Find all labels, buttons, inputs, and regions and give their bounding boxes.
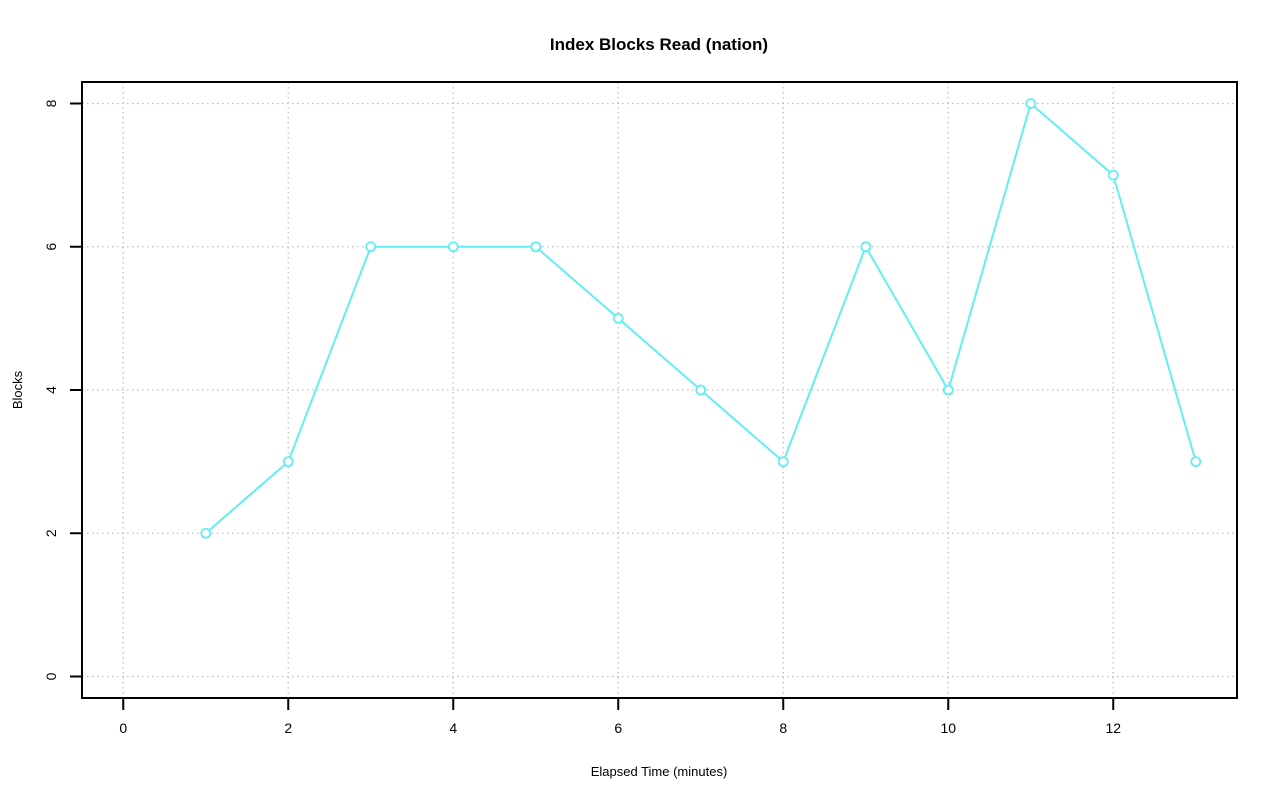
y-tick-label: 6 [43,243,59,251]
data-point [612,312,624,324]
chart-title: Index Blocks Read (nation) [550,35,768,54]
x-tick-label: 10 [940,720,956,736]
data-point [200,527,212,539]
y-tick-label: 4 [43,386,59,394]
data-line [204,102,1197,535]
data-point [530,241,542,253]
y-tick-label: 2 [43,529,59,537]
data-point [777,456,789,468]
x-tick-label: 2 [284,720,292,736]
data-point [1107,169,1119,181]
plot-border [81,81,1238,699]
y-tick-label: 8 [43,99,59,107]
gridline-layer [82,82,1237,698]
data-point [1025,98,1037,109]
x-tick-label: 8 [779,720,787,736]
x-tick-label: 4 [449,720,457,736]
x-tick-label: 0 [119,720,127,736]
x-axis-title: Elapsed Time (minutes) [591,764,728,779]
y-axis-title: Blocks [10,370,25,409]
data-point [282,456,294,468]
axis-layer: 0 2 4 6 8 10 12 0 2 4 6 8 [43,81,1238,736]
data-point [365,241,377,253]
data-series-layer [200,98,1202,539]
x-tick-label: 6 [614,720,622,736]
data-point [1190,456,1202,468]
data-point [447,241,459,253]
y-tick-label: 0 [43,672,59,680]
data-point [695,384,707,396]
data-point [942,384,954,396]
x-tick-label: 12 [1105,720,1121,736]
data-point [860,241,872,253]
